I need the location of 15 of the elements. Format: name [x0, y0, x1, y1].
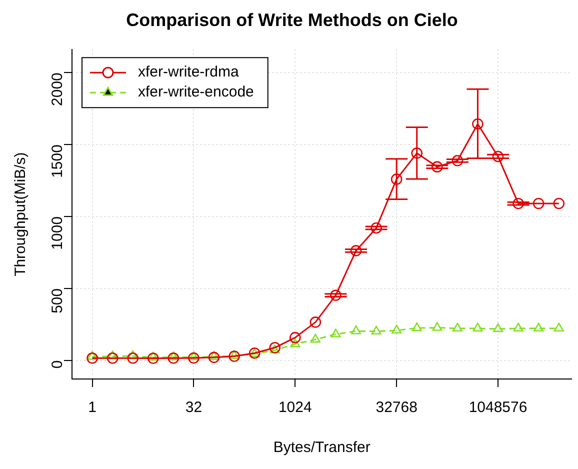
- x-tick-label: 1048576: [468, 399, 528, 416]
- x-tick-label: 32768: [376, 399, 418, 416]
- y-tick-label: 2000: [49, 72, 66, 106]
- legend-label: xfer-write-encode: [138, 84, 254, 101]
- y-tick-label: 1000: [49, 216, 66, 250]
- x-tick-label: 32: [185, 399, 202, 416]
- y-axis-title: Throughput(MiB/s): [12, 152, 30, 276]
- x-axis-title: Bytes/Transfer: [273, 439, 370, 456]
- y-tick-label: 500: [49, 288, 66, 314]
- chart-title: Comparison of Write Methods on Cielo: [126, 10, 458, 30]
- legend-label: xfer-write-rdma: [138, 64, 240, 81]
- y-tick-label: 0: [49, 360, 66, 369]
- x-tick-label: 1024: [278, 399, 312, 416]
- x-tick-label: 1: [88, 399, 96, 416]
- y-tick-label: 1500: [49, 144, 66, 178]
